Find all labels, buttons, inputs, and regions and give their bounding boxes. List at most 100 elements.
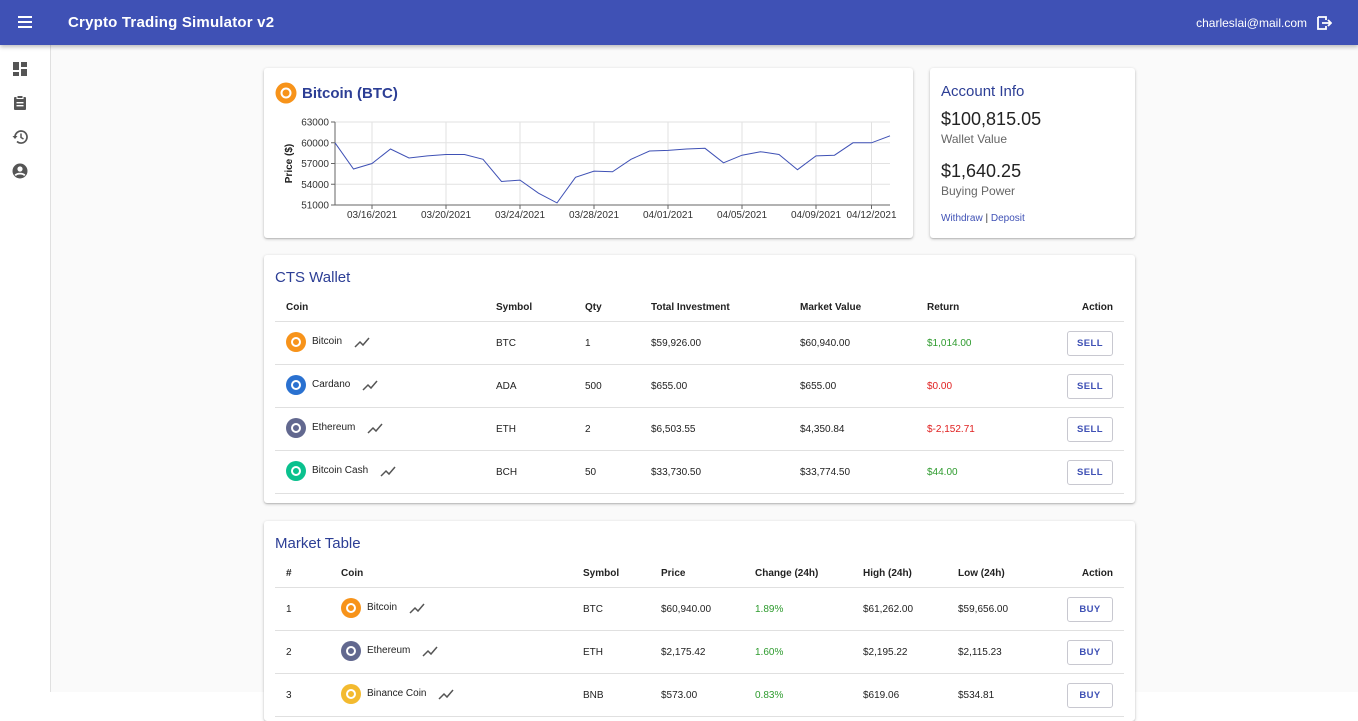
logout-icon[interactable] [1316,15,1332,31]
chart-link-icon[interactable] [409,602,425,614]
coin-icon-mark [291,379,301,390]
trend-line [422,646,438,657]
menu-icon[interactable] [17,15,33,29]
qty-value: 1 [585,337,591,349]
chart-link-icon[interactable] [380,465,396,477]
cell: $33,774.50 [789,450,916,494]
action-button[interactable]: BUY [1067,639,1113,665]
cell: SELL [1034,364,1124,408]
market_value-value: $655.00 [800,380,837,392]
symbol-value: BTC [583,603,603,615]
cell: Bitcoin Cash [275,450,485,494]
dashboard-icon[interactable] [12,61,28,77]
header-row: # Coin Symbol Price Change (24h) High (24h) Lo… [275,559,1124,588]
action-button[interactable]: SELL [1067,416,1113,442]
cell: 1.60% [744,630,852,674]
symbol-value: BTC [496,337,516,349]
action-button[interactable]: SELL [1067,330,1113,356]
app-bar: Crypto Trading Simulator v2 charleslai@m… [0,0,1358,45]
coin-cell: Binance Coin [341,683,455,704]
cell: Ethereum [275,407,485,451]
orders-icon[interactable] [12,95,28,111]
trend-line [438,689,455,700]
coin-icon-circle [286,374,306,395]
coin-name: Ethereum [367,645,411,656]
cell: $61,262.00 [852,587,947,631]
chart-link-icon[interactable] [367,422,383,434]
deposit-link[interactable]: Deposit [990,213,1025,224]
x-tick-label: 04/09/2021 [791,210,841,221]
cell: $2,195.22 [852,630,947,674]
x-tick-label: 04/01/2021 [643,210,693,221]
app-title: Crypto Trading Simulator v2 [68,14,275,31]
coin-icon-circle [341,597,361,618]
coin-icon-mark [346,645,356,656]
cell: $33,730.50 [640,450,789,494]
symbol-value: ETH [583,646,603,658]
action-button[interactable]: BUY [1067,682,1113,708]
chart-link-icon[interactable] [362,379,378,391]
cell: BTC [485,321,574,365]
cell: $655.00 [789,364,916,408]
account-icon[interactable] [12,163,28,179]
trend-line [354,337,370,348]
investment-value: $6,503.55 [651,423,696,435]
cell: ADA [485,364,574,408]
x-tick-label: 03/16/2021 [347,210,397,221]
coin-icon-circle [286,460,306,481]
cell: SELL [1034,407,1124,451]
table-row: Ethereum ETH 2 $6,503.55 $4,350.84 $-2,152.71… [275,407,1124,451]
column-header: Total Investment [640,293,789,322]
high-value: $619.06 [863,689,900,701]
price-value: $2,175.42 [661,646,706,658]
x-tick-label: 04/12/2021 [846,210,896,221]
cell: Bitcoin [275,321,485,365]
cell: 50 [574,450,640,494]
account-card: Account Info $100,815.05 Wallet Value $1… [930,68,1135,238]
chart-title: Bitcoin (BTC) [302,85,398,102]
coin-name: Bitcoin [312,336,343,347]
y-tick-label: 51000 [301,201,329,212]
x-tick-label: 03/24/2021 [495,210,545,221]
chart-link-icon[interactable] [354,336,370,348]
low-value: $534.81 [958,689,995,701]
qty-value: 50 [585,466,597,478]
cell: 500 [574,364,640,408]
coin-cell: Bitcoin [286,331,370,352]
withdraw-link[interactable]: Withdraw [941,213,983,224]
coin-name: Binance Coin [367,688,427,699]
sidebar [0,45,51,692]
chart-card: Bitcoin (BTC) 51000 54000 57000 60000 63000 0… [264,68,913,238]
column-header: Low (24h) [947,559,1030,588]
coin-icon [286,374,306,395]
cell: 3 [275,673,330,717]
coin-icon-circle [341,683,361,704]
buying-power-label: Buying Power [941,184,1016,198]
coin-icon [286,417,306,438]
change-value: 1.60% [755,646,784,658]
chart-link-icon[interactable] [422,645,438,657]
coin-icon [341,597,361,618]
rank-value: 3 [286,689,292,701]
coin-cell: Bitcoin Cash [286,460,396,481]
coin-cell: Ethereum [286,417,383,438]
change-value: 0.83% [755,689,784,701]
column-header: # [275,559,330,588]
action-button[interactable]: SELL [1067,459,1113,485]
cell: Cardano [275,364,485,408]
table-head: # Coin Symbol Price Change (24h) High (24h) Lo… [275,559,1124,588]
action-button[interactable]: SELL [1067,373,1113,399]
column-header: Coin [330,559,572,588]
coin-icon [341,640,361,661]
column-header: High (24h) [852,559,947,588]
chart-link-icon[interactable] [438,688,455,700]
market_value-value: $33,774.50 [800,466,851,478]
coin-icon-circle [286,331,306,352]
table-row: 3 Binance Coin BNB $573.00 0.83% $619.06 $534.… [275,673,1124,717]
history-icon[interactable] [12,129,28,145]
column-header: Price [650,559,744,588]
wallet-value-label: Wallet Value [941,132,1008,146]
cell: $655.00 [640,364,789,408]
cell: $59,926.00 [640,321,789,365]
action-button[interactable]: BUY [1067,596,1113,622]
